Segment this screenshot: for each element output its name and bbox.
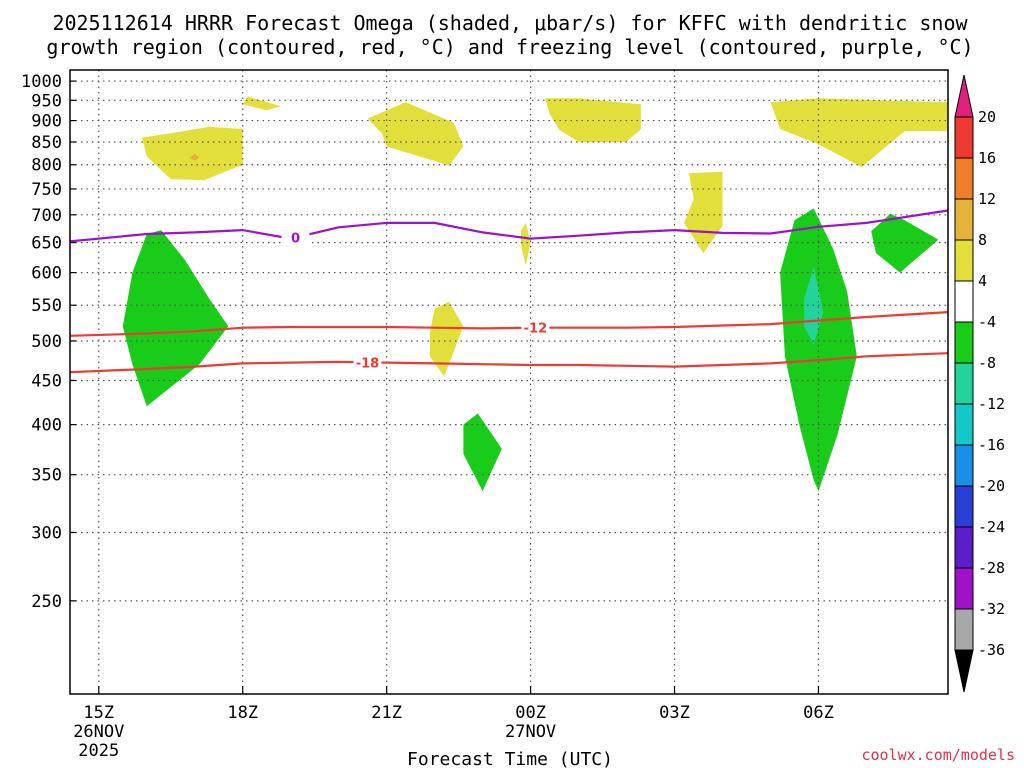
omega-colorbar: 20 16 12 8 4 -4 -8 -12 -16 -20 -24 -28 -32 -36	[954, 74, 1005, 693]
y-tick-label-400: 400	[31, 416, 62, 436]
omega-area-1	[463, 413, 502, 492]
colorbar-box-1	[954, 157, 974, 200]
x-tick-label-03Z: 03Z	[659, 703, 690, 723]
colorbar-box-7	[954, 403, 974, 446]
colorbar-label-1: 16	[978, 149, 996, 167]
colorbar-box-2	[954, 198, 974, 241]
contour-label-1: -12	[524, 322, 548, 337]
colorbar-label-2: 12	[978, 190, 996, 208]
omega-area-12	[770, 98, 948, 168]
contour-line-1	[69, 311, 949, 337]
colorbar-box-0	[954, 116, 974, 159]
colorbar-box-9	[954, 485, 974, 528]
colorbar-label-0: 20	[978, 108, 996, 126]
y-tick-label-350: 350	[31, 466, 62, 486]
y-tick-label-300: 300	[31, 523, 62, 543]
x-tick-label-18Z: 18Z	[227, 703, 258, 723]
omega-area-2	[780, 208, 857, 492]
y-tick-label-650: 650	[31, 234, 62, 254]
y-tick-label-800: 800	[31, 156, 62, 176]
colorbar-bottom-arrow	[954, 649, 974, 693]
omega-area-0	[122, 230, 229, 407]
temperature-contours: -18 -12 0	[69, 209, 949, 374]
plot-frame	[69, 69, 949, 695]
colorbar-label-9: -20	[978, 477, 1005, 495]
contour-label-bg-0	[353, 355, 382, 370]
chart-title-line1: 2025112614 HRRR Forecast Omega (shaded, …	[52, 11, 968, 35]
omega-area-8	[142, 126, 243, 181]
colorbar-box-12	[954, 608, 974, 651]
x-tick-date-15Z: 26NOV	[73, 722, 124, 742]
colorbar-label-3: 8	[978, 231, 987, 249]
y-tick-label-1000: 1000	[21, 72, 62, 92]
x-tick-label-06Z: 06Z	[803, 703, 834, 723]
x-axis-label: Forecast Time (UTC)	[407, 749, 613, 768]
omega-area-5	[429, 301, 464, 377]
colorbar-top-arrow	[954, 74, 974, 118]
y-tick-label-550: 550	[31, 296, 62, 316]
y-tick-label-450: 450	[31, 371, 62, 391]
colorbar-label-7: -12	[978, 395, 1005, 413]
omega-area-7	[684, 171, 723, 254]
omega-area-10	[367, 102, 464, 166]
y-tick-label-500: 500	[31, 332, 62, 352]
contour-line-0	[69, 352, 949, 374]
y-tick-label-900: 900	[31, 112, 62, 132]
omega-shaded-areas	[122, 96, 948, 492]
colorbar-box-8	[954, 444, 974, 487]
colorbar-label-5: -4	[978, 313, 996, 331]
colorbar-label-6: -8	[978, 354, 996, 372]
x-tick-date-00Z: 27NOV	[505, 722, 556, 742]
colorbar-box-11	[954, 567, 974, 610]
contour-label-bg-1	[521, 320, 550, 335]
colorbar-box-6	[954, 362, 974, 405]
y-tick-label-950: 950	[31, 91, 62, 111]
colorbar-label-11: -28	[978, 559, 1005, 577]
y-tick-label-700: 700	[31, 206, 62, 226]
omega-area-6	[521, 222, 531, 266]
omega-area-9	[242, 96, 282, 111]
y-tick-label-250: 250	[31, 592, 62, 612]
y-tick-label-850: 850	[31, 133, 62, 153]
x-tick-year-15Z: 2025	[78, 741, 119, 761]
colorbar-box-4	[954, 280, 974, 323]
x-tick-label-15Z: 15Z	[83, 703, 114, 723]
x-tick-label-00Z: 00Z	[515, 703, 546, 723]
plot-grid	[70, 70, 948, 694]
colorbar-box-5	[954, 321, 974, 364]
omega-area-4	[871, 213, 939, 273]
contour-label-0: -18	[356, 356, 380, 371]
y-tick-label-600: 600	[31, 264, 62, 284]
colorbar-label-12: -32	[978, 600, 1005, 618]
colorbar-box-3	[954, 239, 974, 282]
colorbar-label-4: 4	[978, 272, 987, 290]
contour-line-2	[69, 209, 949, 243]
omega-area-13	[189, 153, 200, 161]
contour-label-bg-2	[281, 230, 310, 245]
credit-text: coolwx.com/models	[861, 746, 1015, 764]
x-tick-label-21Z: 21Z	[371, 703, 402, 723]
contour-label-2: 0	[291, 231, 300, 246]
y-tick-label-750: 750	[31, 180, 62, 200]
chart-title-line2: growth region (contoured, red, °C) and f…	[46, 35, 973, 59]
colorbar-box-10	[954, 526, 974, 569]
colorbar-label-8: -16	[978, 436, 1005, 454]
colorbar-label-10: -24	[978, 518, 1005, 536]
colorbar-label-13: -36	[978, 641, 1005, 659]
